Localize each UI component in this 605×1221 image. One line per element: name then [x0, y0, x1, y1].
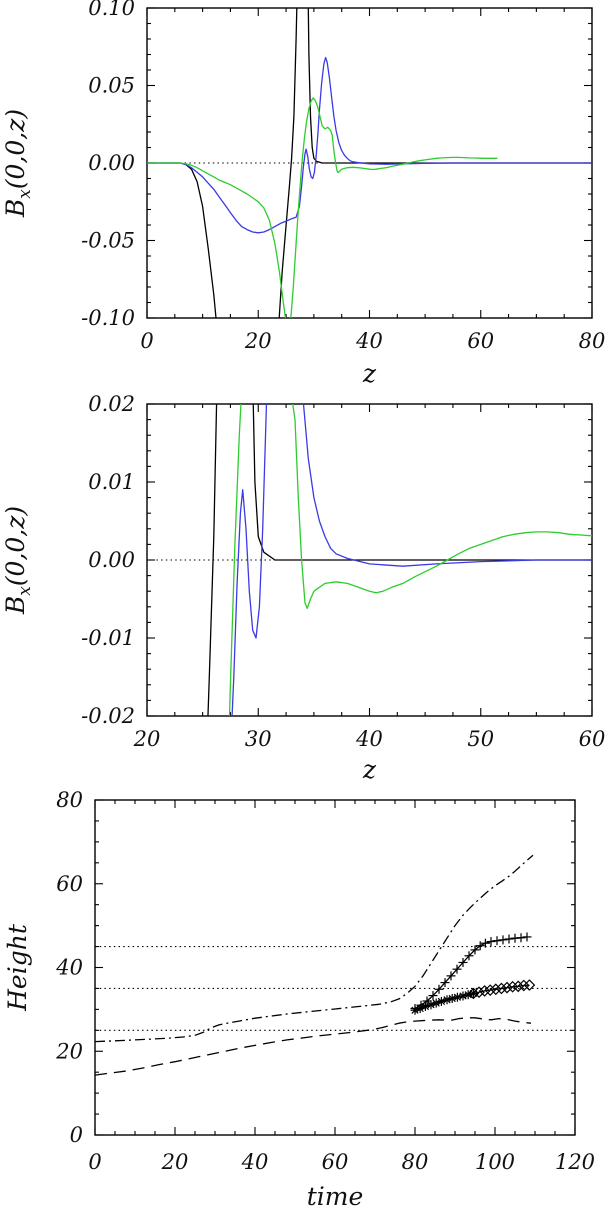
star-marker-icon [442, 995, 452, 1005]
y-tick-label: 0.05 [88, 74, 135, 98]
plus-marker-icon [522, 932, 532, 942]
plus-marker-icon [452, 964, 462, 974]
y-axis-label: Height [3, 923, 32, 1012]
star-marker-icon [452, 992, 462, 1002]
x-tick-label: 50 [467, 727, 494, 751]
plus-marker-icon [434, 984, 444, 994]
star-marker-icon [426, 1000, 436, 1010]
x-tick-label: 80 [402, 1150, 429, 1174]
plot-frame [94, 799, 576, 1136]
star-marker-icon [463, 990, 473, 1000]
plus-marker-icon [440, 978, 450, 988]
y-tick-label: 20 [55, 1039, 83, 1063]
diamond-marker-icon [501, 981, 513, 994]
y-tick-label: 0.00 [88, 151, 135, 175]
plus-marker-icon [504, 934, 514, 944]
x-axis-label: z [362, 755, 377, 780]
y-tick-label: 60 [56, 872, 83, 896]
diamond-marker-icon [512, 980, 525, 993]
x-axis-label: time [307, 1182, 364, 1211]
y-tick-label: 80 [56, 788, 83, 812]
plus-marker-icon [475, 941, 485, 951]
diamond-marker-icon [517, 979, 530, 992]
x-tick-label: 0 [88, 1150, 101, 1174]
diamond-marker-icon [473, 986, 485, 999]
plus-marker-icon [480, 938, 490, 948]
x-tick-label: 60 [579, 727, 605, 751]
y-tick-label: -0.05 [81, 229, 135, 253]
y-axis-label: Bx(0,0,z) [1, 109, 35, 218]
plus-marker-icon [428, 991, 438, 1001]
diamond-marker-icon [506, 980, 519, 993]
plus-marker-icon [470, 945, 480, 955]
series-lower-envelope [95, 1017, 532, 1076]
series-diamond-track [467, 979, 536, 1000]
y-axis-label: Bx(0,0,z) [1, 506, 35, 615]
plus-marker-icon [498, 935, 508, 945]
x-tick-label: 20 [244, 329, 272, 353]
diamond-marker-icon [484, 984, 497, 996]
plus-marker-icon [492, 936, 502, 946]
series-line-green [147, 97, 498, 318]
diamond-marker-icon [478, 985, 491, 997]
x-tick-label: 100 [475, 1150, 515, 1174]
y-tick-label: -0.10 [81, 306, 135, 330]
x-tick-label: 40 [355, 727, 383, 751]
bx-zoom-profile-plot: 20 30 40 50 60 -0.02 -0.01 0.00 0.01 0.02 z Bx(0,0,… [1, 392, 605, 780]
y-tick-label: 40 [55, 956, 83, 980]
plus-marker-icon [464, 951, 474, 961]
star-marker-icon [458, 991, 468, 1001]
axis-ticks [146, 403, 593, 717]
y-tick-label: -0.02 [81, 704, 135, 728]
height-vs-time-plot: 0 20 40 60 80 100 120 0 20 40 60 80 time Height [3, 788, 595, 1211]
series-line-black [147, 8, 592, 318]
diamond-marker-icon [523, 979, 536, 991]
x-tick-label: 20 [133, 727, 161, 751]
x-tick-label: 40 [355, 329, 383, 353]
x-tick-label: 40 [241, 1150, 269, 1174]
y-tick-label: 0.10 [88, 0, 135, 20]
height-vs-time-figure: 0 20 40 60 80 100 120 0 20 40 60 80 time Height [0, 780, 605, 1221]
plus-marker-icon [516, 933, 526, 943]
series-upper-envelope [95, 854, 534, 1043]
y-tick-label: 0 [70, 1123, 83, 1147]
y-tick-label: -0.01 [81, 626, 135, 650]
series-line-blue [147, 56, 592, 234]
x-tick-label: 0 [140, 329, 153, 353]
x-tick-label: 20 [161, 1150, 189, 1174]
bx-full-profile-figure: 0 20 40 60 80 -0.10 -0.05 0.00 0.05 0.10 z Bx(0,0,z… [0, 0, 605, 390]
x-tick-label: 120 [555, 1150, 595, 1174]
x-tick-label: 60 [322, 1150, 349, 1174]
x-tick-label: 30 [245, 727, 272, 751]
plus-marker-icon [446, 971, 456, 981]
x-axis-label: z [362, 359, 377, 388]
bx-zoom-profile-figure: 20 30 40 50 60 -0.02 -0.01 0.00 0.01 0.02 z Bx(0,0,… [0, 390, 605, 780]
y-tick-label: 0.00 [88, 548, 135, 572]
diamond-marker-icon [467, 987, 480, 1000]
diamond-marker-icon [489, 983, 502, 996]
diamond-marker-icon [495, 982, 508, 995]
series-line-blue [231, 404, 592, 716]
plus-marker-icon [458, 957, 468, 967]
star-marker-icon [447, 993, 457, 1003]
series-line-black [207, 404, 592, 716]
bx-full-profile-plot: 0 20 40 60 80 -0.10 -0.05 0.00 0.05 0.10 z Bx(0,0,z… [1, 0, 605, 388]
x-tick-label: 80 [579, 329, 605, 353]
y-tick-label: 0.01 [88, 470, 135, 494]
axis-ticks [146, 7, 593, 319]
series-plus-track [410, 932, 532, 1014]
x-tick-label: 60 [467, 329, 494, 353]
y-tick-label: 0.02 [88, 392, 135, 416]
axis-ticks [94, 799, 576, 1136]
plus-marker-icon [486, 937, 496, 947]
series-line-green [228, 404, 592, 716]
